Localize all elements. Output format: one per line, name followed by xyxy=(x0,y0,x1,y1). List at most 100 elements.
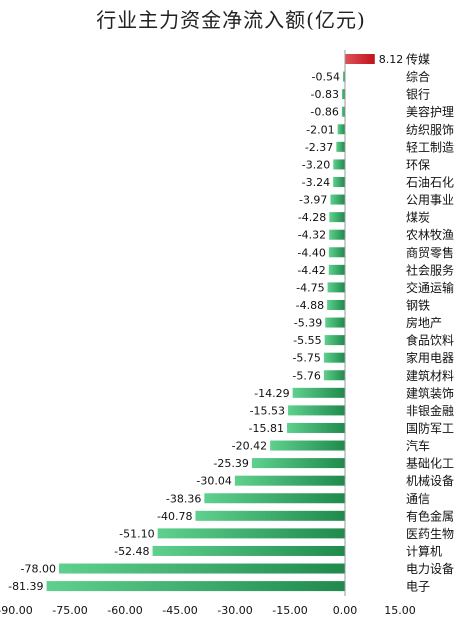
bar xyxy=(323,370,345,381)
bar xyxy=(345,54,375,64)
bar xyxy=(328,264,345,275)
x-tick-label: -30.00 xyxy=(217,604,252,617)
x-tick-label: -75.00 xyxy=(52,604,87,617)
bar xyxy=(270,440,345,451)
bar xyxy=(336,141,345,152)
bar xyxy=(329,229,345,240)
x-tick-label: -45.00 xyxy=(162,604,197,617)
bar xyxy=(333,176,345,187)
bar xyxy=(195,510,345,521)
value-label: -30.04 xyxy=(196,475,231,488)
category-label: 公用事业 xyxy=(406,193,454,207)
bar xyxy=(204,493,345,504)
bar xyxy=(46,581,345,592)
value-label: -4.88 xyxy=(296,299,324,312)
bar xyxy=(157,528,345,539)
bar xyxy=(333,159,345,170)
bar xyxy=(341,89,345,100)
bar xyxy=(234,475,345,486)
value-label: -4.40 xyxy=(297,246,325,259)
category-label: 社会服务 xyxy=(406,262,454,277)
category-label: 通信 xyxy=(406,492,430,506)
bar xyxy=(325,317,345,328)
category-label: 综合 xyxy=(406,69,430,84)
category-label: 美容护理 xyxy=(406,104,454,119)
value-label: -3.97 xyxy=(299,194,327,207)
category-label: 食品饮料 xyxy=(406,333,454,348)
bar xyxy=(59,563,345,574)
x-tick-label: -60.00 xyxy=(107,604,142,617)
category-label: 建筑装饰 xyxy=(406,385,454,400)
value-label: -15.81 xyxy=(249,422,284,435)
x-tick-label: -15.00 xyxy=(272,604,307,617)
category-label: 电子 xyxy=(406,580,430,594)
value-label: -52.48 xyxy=(114,545,149,558)
category-label: 非银金融 xyxy=(406,403,454,418)
category-label: 轻工制造 xyxy=(406,140,454,154)
bar xyxy=(251,458,345,469)
value-label: -5.39 xyxy=(294,317,322,330)
bar xyxy=(288,405,345,416)
category-label: 国防军工 xyxy=(406,420,454,435)
value-label: -38.36 xyxy=(166,492,201,505)
bar xyxy=(328,247,345,258)
value-label: -14.29 xyxy=(254,387,289,400)
value-label: 8.12 xyxy=(379,53,404,66)
chart-title: 行业主力资金净流入额(亿元) xyxy=(96,8,366,32)
value-label: -51.10 xyxy=(119,527,154,540)
bar xyxy=(287,422,345,433)
value-label: -3.24 xyxy=(302,176,330,189)
category-label: 农林牧渔 xyxy=(406,228,454,242)
category-label: 机械设备 xyxy=(406,473,454,488)
value-label: -78.00 xyxy=(21,563,56,576)
value-label: -0.54 xyxy=(312,71,340,84)
category-label: 商贸零售 xyxy=(406,245,454,260)
value-label: -4.32 xyxy=(298,229,326,242)
value-label: -4.75 xyxy=(296,281,324,294)
value-label: -3.20 xyxy=(302,158,330,171)
category-label: 电力设备 xyxy=(406,562,454,576)
bar xyxy=(337,124,345,135)
bar xyxy=(323,352,345,363)
value-label: -5.55 xyxy=(293,334,321,347)
category-label: 交通运输 xyxy=(406,280,454,295)
value-label: -2.37 xyxy=(305,141,333,154)
value-label: -5.76 xyxy=(292,369,320,382)
value-label: -20.42 xyxy=(232,440,267,453)
plot-area: 8.12 传媒 -0.54 综合 -0.83 银行 -0.86 美容护理 -2.01 纺织服饰 -2… xyxy=(0,50,454,617)
category-label: 房地产 xyxy=(406,315,442,330)
category-label: 环保 xyxy=(406,158,430,172)
x-tick-label: 15.00 xyxy=(384,604,416,617)
value-label: -40.78 xyxy=(157,510,192,523)
category-label: 钢铁 xyxy=(406,298,430,312)
bar xyxy=(152,545,345,556)
x-tick-label: -90.00 xyxy=(0,604,33,617)
category-label: 石油石化 xyxy=(406,175,454,189)
x-tick-label: 0.00 xyxy=(333,604,358,617)
category-label: 基础化工 xyxy=(406,457,454,471)
value-label: -81.39 xyxy=(8,580,43,593)
value-label: -15.53 xyxy=(250,404,285,417)
category-label: 有色金属 xyxy=(406,508,454,523)
category-label: 煤炭 xyxy=(406,211,430,225)
value-label: -2.01 xyxy=(306,123,334,136)
bar xyxy=(343,71,345,82)
value-label: -0.83 xyxy=(310,88,338,101)
bar xyxy=(292,387,345,398)
category-label: 银行 xyxy=(406,88,430,102)
bar xyxy=(324,335,345,346)
value-label: -5.75 xyxy=(292,352,320,365)
category-label: 汽车 xyxy=(406,438,430,453)
value-label: -0.86 xyxy=(310,106,338,119)
bar xyxy=(341,106,345,117)
category-label: 医药生物 xyxy=(406,527,454,541)
category-label: 建筑材料 xyxy=(406,368,454,383)
bar xyxy=(330,194,345,205)
bar xyxy=(327,299,345,310)
category-label: 家用电器 xyxy=(406,350,454,365)
bar xyxy=(329,212,345,223)
category-label: 纺织服饰 xyxy=(406,123,454,137)
category-label: 计算机 xyxy=(406,543,442,558)
value-label: -4.42 xyxy=(297,264,325,277)
